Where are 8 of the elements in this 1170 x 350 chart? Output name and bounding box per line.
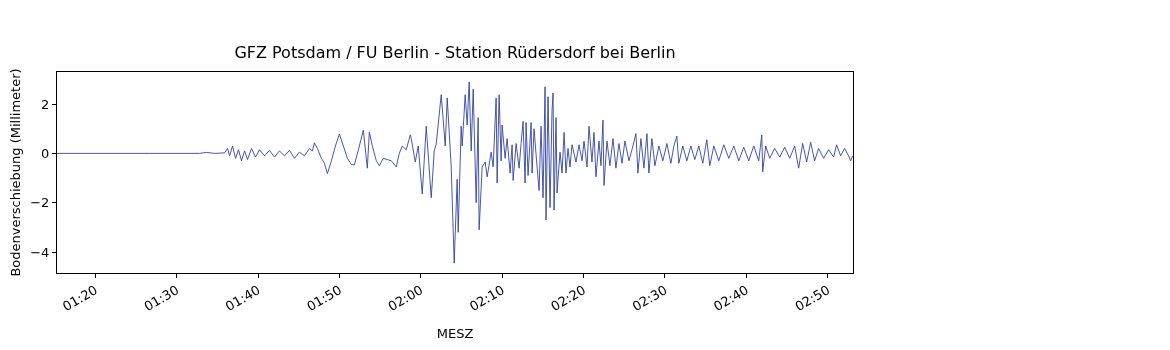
y-tick-label: −4	[30, 244, 50, 260]
y-axis-title: Bodenverschiebung (Millimeter)	[8, 68, 24, 277]
y-tick-label: −2	[30, 195, 50, 211]
y-tick-label: 2	[41, 96, 50, 112]
y-tick-label: 0	[41, 145, 50, 161]
chart-title: GFZ Potsdam / FU Berlin - Station Rüdersdorf bei Berlin	[234, 43, 676, 62]
line-series	[57, 81, 853, 264]
x-axis-title: MESZ	[436, 325, 474, 341]
